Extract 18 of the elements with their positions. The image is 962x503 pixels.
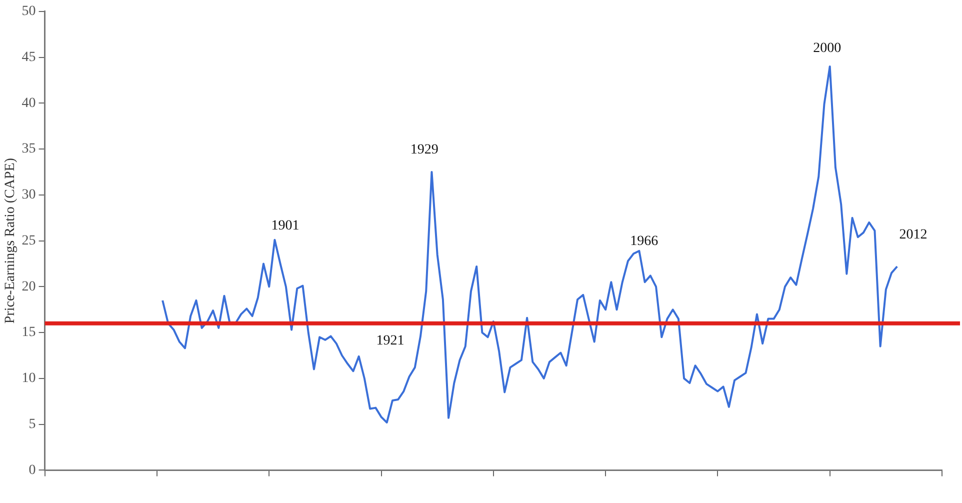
y-tick-label: 35	[22, 142, 36, 157]
y-tick-label: 5	[28, 416, 36, 432]
y-tick-label: 25	[22, 233, 36, 248]
annotation: 1929	[410, 142, 438, 158]
annotation: 2000	[813, 41, 842, 56]
annotation: 1901	[271, 218, 300, 234]
annotation: 1921	[376, 333, 404, 348]
y-tick-label: 45	[22, 50, 36, 65]
y-tick-label: 50	[22, 4, 36, 20]
y-tick-label: 20	[22, 279, 36, 294]
y-tick-label: 15	[22, 325, 36, 340]
y-tick-label: 30	[22, 188, 36, 203]
annotation: 2012	[899, 228, 928, 243]
y-axis-title: Price-Earnings Ratio (CAPE)	[3, 158, 18, 324]
annotation: 1966	[630, 234, 658, 249]
y-tick-label: 0	[28, 462, 36, 478]
y-tick-label: 40	[22, 96, 36, 111]
y-tick-label: 10	[22, 371, 36, 386]
